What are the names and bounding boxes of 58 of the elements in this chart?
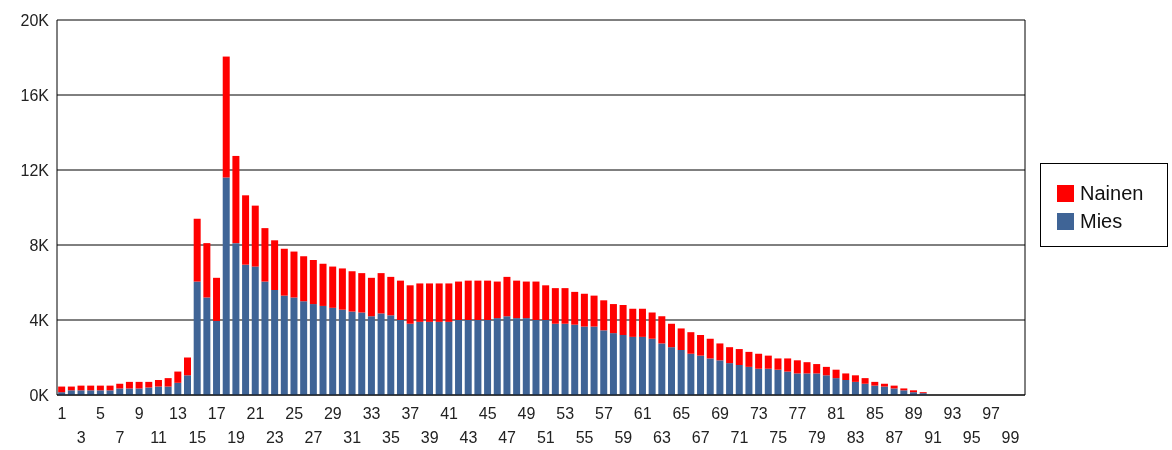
x-tick-label: 37 <box>401 405 420 422</box>
x-tick-label: 47 <box>498 429 517 446</box>
x-tick-label: 97 <box>982 405 1001 422</box>
x-tick-label: 45 <box>478 405 497 422</box>
x-tick-label: 65 <box>672 405 691 422</box>
x-tick-label: 69 <box>711 405 730 422</box>
x-tick-label: 29 <box>323 405 342 422</box>
x-tick-label: 41 <box>440 405 459 422</box>
x-tick-label: 67 <box>691 429 710 446</box>
x-tick-label: 17 <box>207 405 226 422</box>
y-tick-label: 0K <box>29 386 50 404</box>
x-tick-label: 53 <box>556 405 575 422</box>
x-tick-label: 93 <box>943 405 962 422</box>
x-tick-label: 75 <box>769 429 788 446</box>
x-tick-label: 11 <box>150 429 168 446</box>
x-tick-label: 7 <box>115 429 125 446</box>
x-tick-label: 13 <box>169 405 187 422</box>
x-tick-label: 1 <box>57 405 67 422</box>
x-tick-label: 61 <box>633 405 652 422</box>
x-tick-label: 31 <box>343 429 362 446</box>
x-tick-label: 63 <box>653 429 671 446</box>
x-tick-label: 33 <box>362 405 381 422</box>
x-tick-label: 71 <box>730 429 749 446</box>
x-tick-label: 87 <box>885 429 904 446</box>
x-tick-label: 89 <box>904 405 923 422</box>
x-tick-label: 79 <box>807 429 826 446</box>
x-tick-label: 95 <box>962 429 981 446</box>
x-tick-label: 51 <box>536 429 555 446</box>
legend-label: Nainen <box>1080 181 1144 205</box>
x-tick-label: 5 <box>96 405 106 422</box>
x-tick-label: 25 <box>285 405 304 422</box>
x-tick-label: 3 <box>76 429 86 446</box>
x-tick-label: 85 <box>866 405 884 422</box>
x-tick-label: 21 <box>246 405 265 422</box>
x-tick-label: 39 <box>420 429 439 446</box>
x-tick-label: 55 <box>575 429 594 446</box>
x-tick-label: 81 <box>827 405 846 422</box>
x-tick-label: 15 <box>188 429 207 446</box>
x-tick-label: 19 <box>227 429 246 446</box>
x-tick-label: 99 <box>1001 429 1020 446</box>
x-tick-label: 23 <box>265 429 284 446</box>
x-tick-label: 49 <box>517 405 536 422</box>
y-tick-label: 20K <box>20 11 50 29</box>
x-tick-label: 57 <box>595 405 613 422</box>
x-tick-label: 73 <box>749 405 768 422</box>
x-tick-label: 91 <box>924 429 943 446</box>
y-tick-label: 4K <box>29 311 50 329</box>
x-tick-label: 59 <box>614 429 633 446</box>
x-tick-label: 27 <box>304 429 323 446</box>
y-tick-label: 8K <box>29 236 50 254</box>
legend-label: Mies <box>1080 209 1123 233</box>
x-tick-label: 77 <box>788 405 807 422</box>
x-tick-label: 9 <box>134 405 144 422</box>
y-tick-label: 12K <box>20 161 50 179</box>
y-tick-label: 16K <box>20 86 50 104</box>
x-tick-label: 35 <box>382 429 400 446</box>
x-tick-label: 83 <box>846 429 865 446</box>
x-tick-label: 43 <box>459 429 478 446</box>
